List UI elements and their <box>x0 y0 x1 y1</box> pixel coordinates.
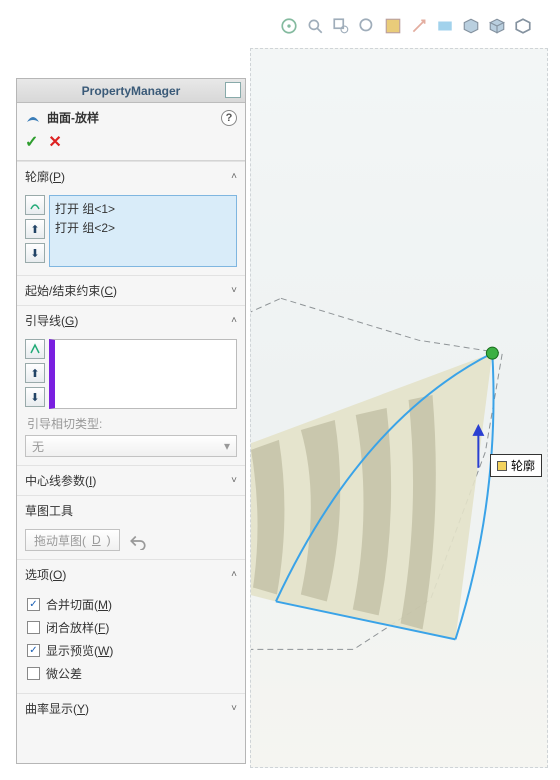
section-centerline-header[interactable]: 中心线参数(I) ˅ <box>17 465 245 495</box>
section-curvature-label: 曲率显示(Y) <box>25 700 89 717</box>
option-row[interactable]: ✓ 显示预览(W) <box>25 639 237 662</box>
move-up-button[interactable]: ⬆ <box>25 219 45 239</box>
undo-icon[interactable] <box>129 532 147 550</box>
section-guides-label: 引导线(G) <box>25 312 78 329</box>
list-item[interactable]: 打开 组<2> <box>53 218 233 237</box>
move-up-button[interactable]: ⬆ <box>25 363 45 383</box>
section-startend-label: 起始/结束约束(C) <box>25 282 117 299</box>
guide-icon[interactable] <box>25 339 45 359</box>
chevron-up-icon: ˄ <box>231 315 237 326</box>
zoom-window-icon[interactable] <box>332 17 350 35</box>
section-curvature-header[interactable]: 曲率显示(Y) ˅ <box>17 693 245 723</box>
section-options-header[interactable]: 选项(O) ˄ <box>17 559 245 589</box>
pm-title: PropertyManager <box>82 84 181 98</box>
chevron-down-icon: ˅ <box>231 703 237 714</box>
appearance-icon[interactable] <box>436 17 454 35</box>
tangent-type-select[interactable]: 无 <box>25 435 237 457</box>
profile-callout[interactable]: 轮廓 <box>490 454 542 477</box>
option-row[interactable]: 闭合放样(F) <box>25 616 237 639</box>
chevron-up-icon: ˄ <box>231 569 237 580</box>
pm-header: PropertyManager <box>17 79 245 103</box>
section-options-label: 选项(O) <box>25 566 66 583</box>
loft-connector-node[interactable] <box>486 347 498 359</box>
property-manager-panel: PropertyManager 曲面-放样 ? ✓ ✕ 轮廓(P) ˄ ⬆ ⬇ … <box>16 78 246 764</box>
surface-loft-icon <box>25 110 41 126</box>
callout-swatch-icon <box>497 461 507 471</box>
profiles-listbox[interactable]: 打开 组<1> 打开 组<2> <box>49 195 237 267</box>
tangent-type-label: 引导相切类型: <box>27 415 237 432</box>
chevron-down-icon: ˅ <box>231 475 237 486</box>
list-item[interactable]: 打开 组<1> <box>53 199 233 218</box>
view-iso-icon[interactable] <box>488 17 506 35</box>
display-style-icon[interactable] <box>514 17 532 35</box>
option-label: 显示预览(W) <box>46 642 113 659</box>
section-profiles-label: 轮廓(P) <box>25 168 65 185</box>
section-profiles-header[interactable]: 轮廓(P) ˄ <box>17 161 245 191</box>
zoom-icon[interactable] <box>358 17 376 35</box>
option-label: 微公差 <box>46 665 82 682</box>
option-row[interactable]: ✓ 合并切面(M) <box>25 593 237 616</box>
checkbox[interactable] <box>27 621 40 634</box>
profile-icon[interactable] <box>25 195 45 215</box>
chevron-down-icon: ˅ <box>231 285 237 296</box>
option-row[interactable]: 微公差 <box>25 662 237 685</box>
view-front-icon[interactable] <box>462 17 480 35</box>
section-centerline-label: 中心线参数(I) <box>25 472 96 489</box>
callout-label: 轮廓 <box>511 457 535 474</box>
graphics-viewport[interactable] <box>250 48 548 768</box>
checkbox[interactable]: ✓ <box>27 598 40 611</box>
section-guides-header[interactable]: 引导线(G) ˄ <box>17 305 245 335</box>
section-sketchtools-label: 草图工具 <box>25 502 73 519</box>
option-label: 合并切面(M) <box>46 596 112 613</box>
section-icon[interactable] <box>384 17 402 35</box>
ok-button[interactable]: ✓ <box>25 132 38 152</box>
guides-listbox[interactable] <box>49 339 237 409</box>
section-sketchtools-header[interactable]: 草图工具 <box>17 495 245 525</box>
zoom-fit-icon[interactable] <box>306 17 324 35</box>
feature-title: 曲面-放样 <box>47 109 99 126</box>
move-down-button[interactable]: ⬇ <box>25 243 45 263</box>
orbit-icon[interactable] <box>280 17 298 35</box>
pin-panel-icon[interactable] <box>225 82 241 98</box>
top-toolbar <box>280 12 532 40</box>
section-startend-header[interactable]: 起始/结束约束(C) ˅ <box>17 275 245 305</box>
cancel-button[interactable]: ✕ <box>48 132 61 152</box>
checkbox[interactable]: ✓ <box>27 644 40 657</box>
drag-sketch-button[interactable]: 拖动草图(D) <box>25 529 120 551</box>
checkbox[interactable] <box>27 667 40 680</box>
option-label: 闭合放样(F) <box>46 619 109 636</box>
move-down-button[interactable]: ⬇ <box>25 387 45 407</box>
help-icon[interactable]: ? <box>221 110 237 126</box>
chevron-up-icon: ˄ <box>231 171 237 182</box>
annotate-icon[interactable] <box>410 17 428 35</box>
